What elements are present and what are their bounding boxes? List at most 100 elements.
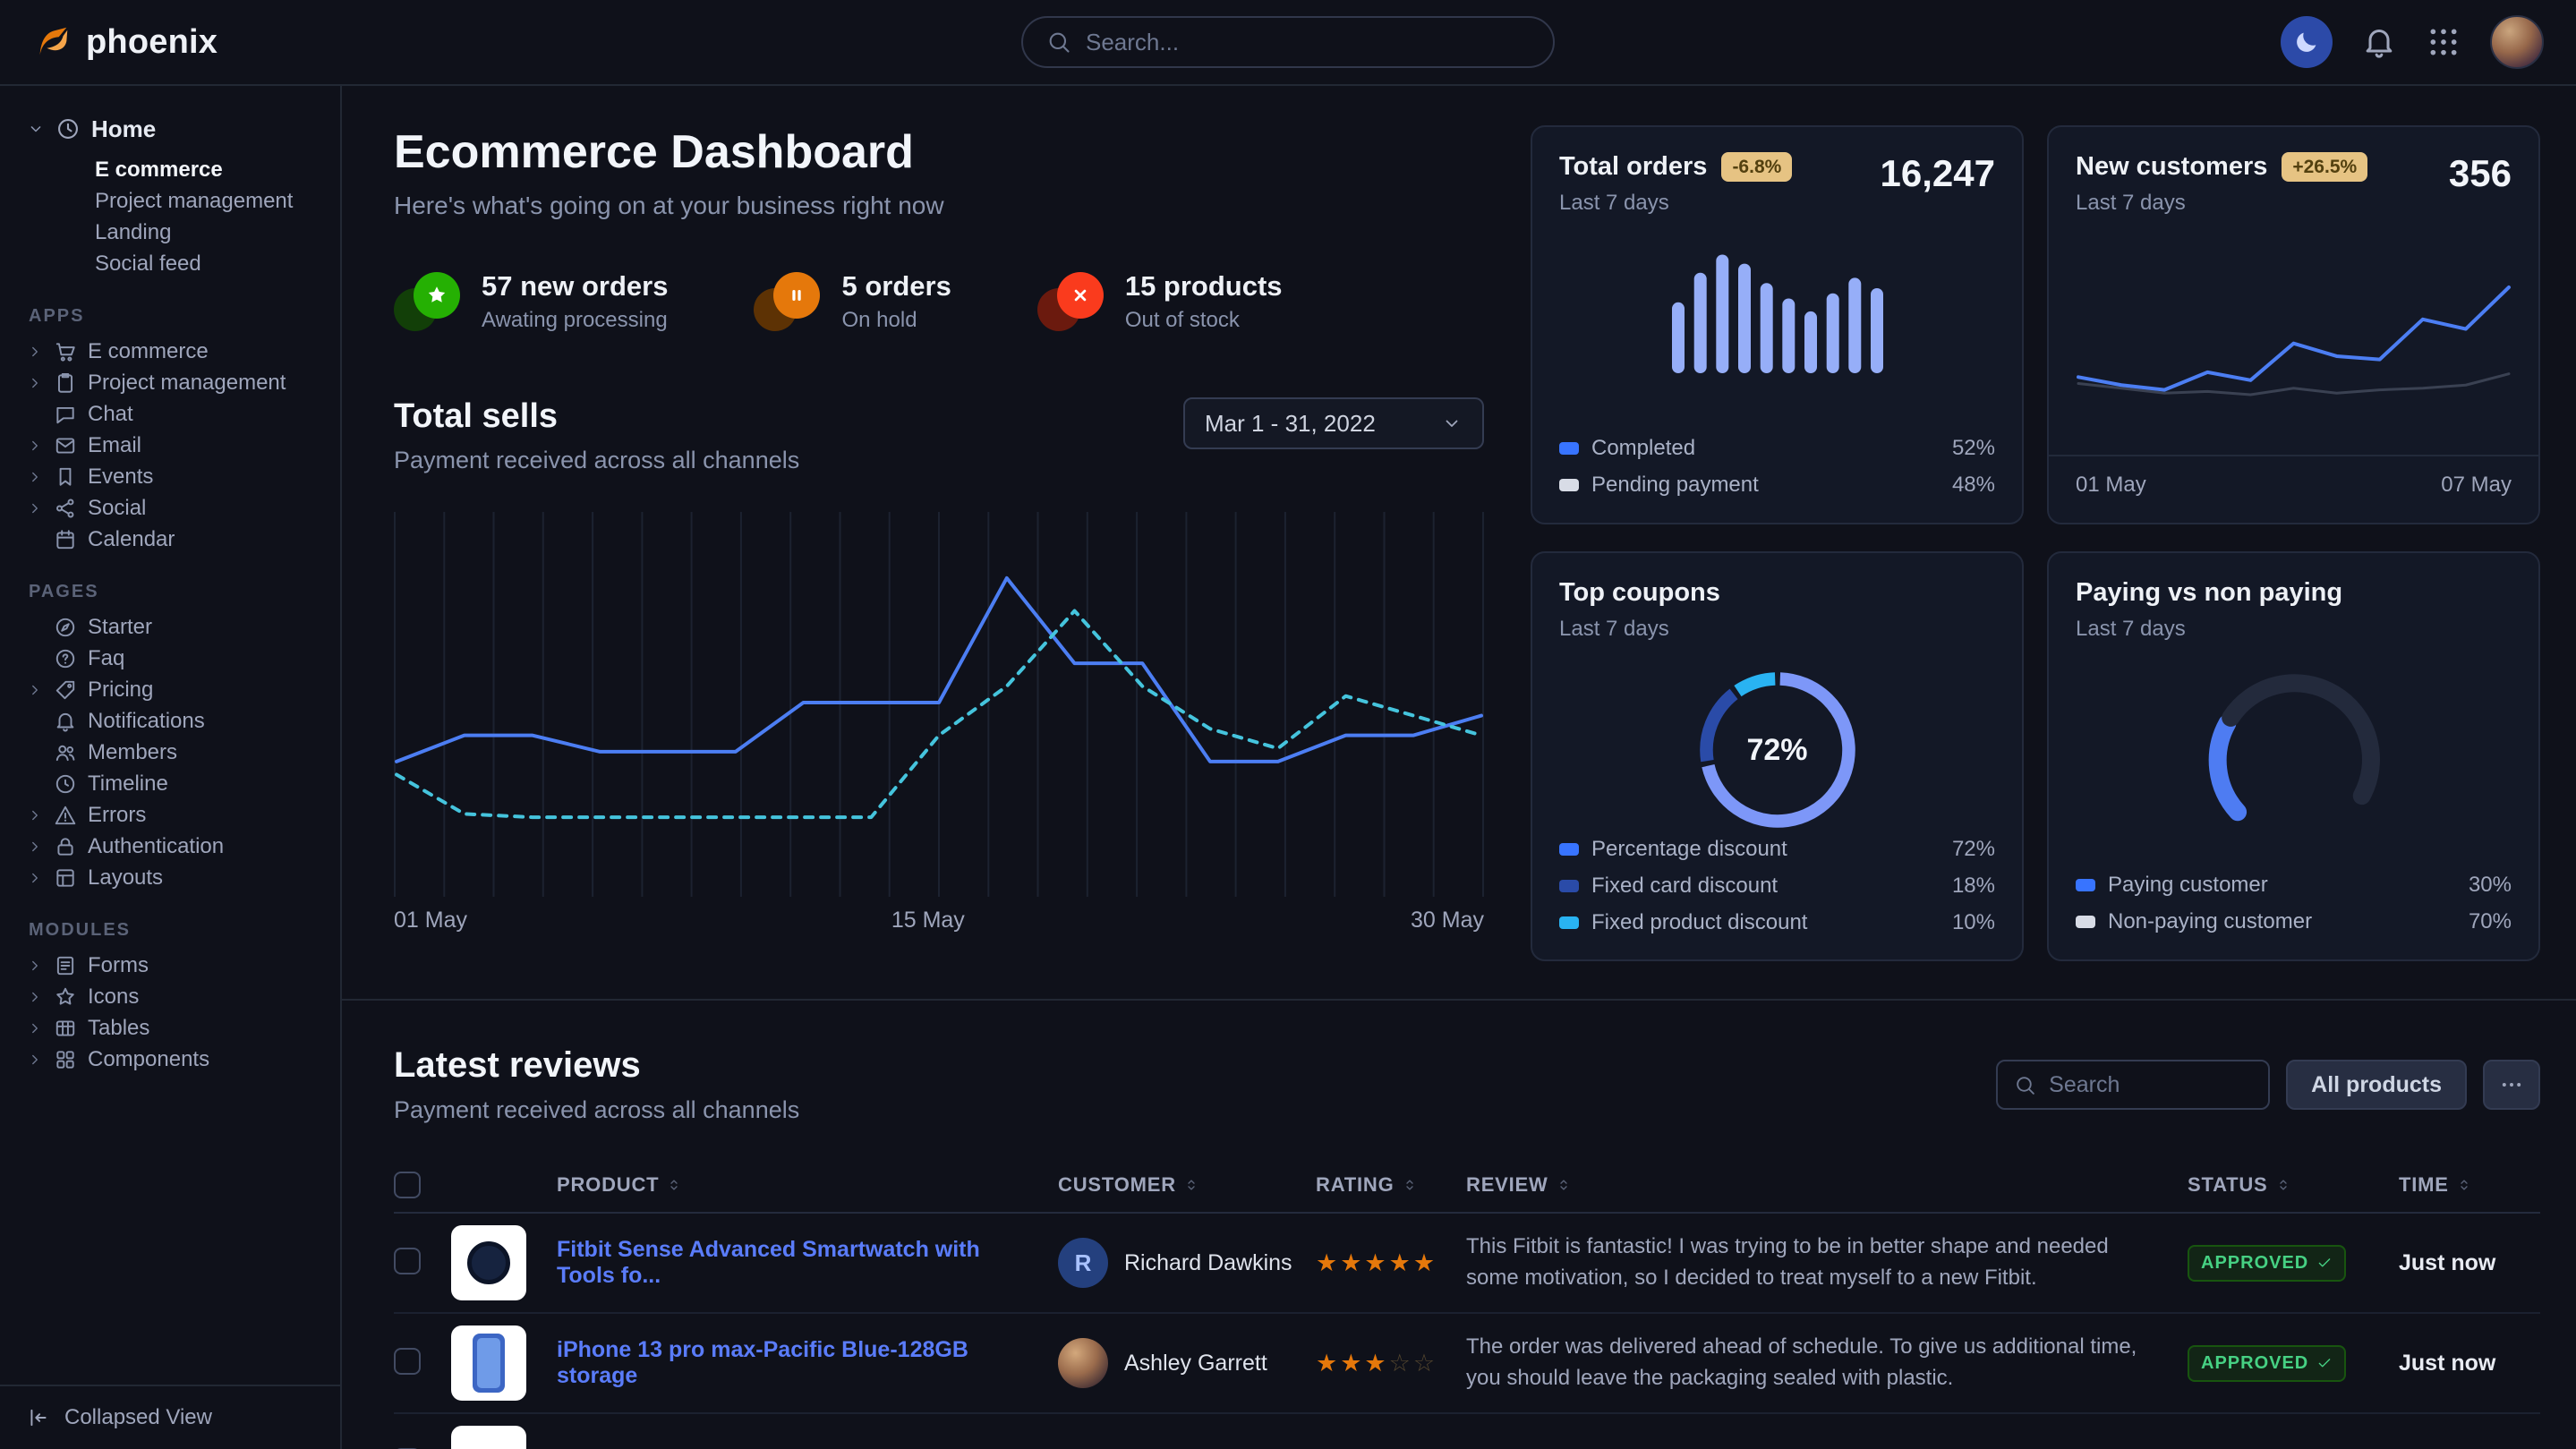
lock-icon bbox=[54, 835, 77, 858]
sidebar-item-e-commerce[interactable]: E commerce bbox=[27, 336, 324, 367]
stat-description: Out of stock bbox=[1125, 308, 1283, 333]
product-thumbnail-phone[interactable] bbox=[451, 1325, 526, 1401]
sidebar-subitem-project-management[interactable]: Project management bbox=[95, 185, 324, 217]
share-icon bbox=[54, 497, 77, 520]
moon-icon bbox=[2293, 29, 2320, 55]
caret-right-icon bbox=[27, 500, 43, 516]
product-link[interactable]: iPhone 13 pro max-Pacific Blue-128GB sto… bbox=[557, 1337, 1058, 1389]
tag-icon bbox=[54, 678, 77, 702]
all-products-button[interactable]: All products bbox=[2286, 1060, 2467, 1110]
sidebar-item-tables[interactable]: Tables bbox=[27, 1012, 324, 1044]
sidebar-item-components[interactable]: Components bbox=[27, 1044, 324, 1075]
caret-right-icon bbox=[27, 870, 43, 886]
row-checkbox[interactable] bbox=[394, 1248, 421, 1274]
sidebar-item-label: Members bbox=[88, 740, 177, 765]
sidebar-subitem-landing[interactable]: Landing bbox=[95, 217, 324, 248]
summary-stat: 15 products Out of stock bbox=[1037, 270, 1283, 333]
customer-avatar[interactable] bbox=[1058, 1338, 1108, 1388]
table-icon bbox=[54, 1017, 77, 1040]
sidebar-item-chat[interactable]: Chat bbox=[27, 398, 324, 430]
more-options-button[interactable] bbox=[2483, 1060, 2540, 1110]
donut-center-value: 72% bbox=[1691, 663, 1864, 837]
reviews-search-input[interactable] bbox=[2049, 1072, 2252, 1098]
new-customers-value: 356 bbox=[2449, 152, 2512, 195]
user-avatar[interactable] bbox=[2490, 15, 2544, 69]
paying-gauge-chart bbox=[2169, 665, 2419, 832]
sidebar-item-pricing[interactable]: Pricing bbox=[27, 674, 324, 705]
theme-toggle-button[interactable] bbox=[2281, 16, 2333, 68]
page-title: Ecommerce Dashboard bbox=[394, 125, 1484, 179]
global-search[interactable] bbox=[1021, 16, 1555, 68]
total-sells-x-axis: 01 May 15 May 30 May bbox=[394, 908, 1484, 938]
x-tick: 15 May bbox=[891, 908, 965, 933]
summary-stat: 57 new orders Awating processing bbox=[394, 270, 668, 333]
table-header: PRODUCTCUSTOMERRATINGREVIEWSTATUSTIME bbox=[394, 1158, 2540, 1214]
cart-icon bbox=[54, 340, 77, 363]
x-tick: 01 May bbox=[2076, 473, 2146, 498]
new-customers-line-chart bbox=[2076, 259, 2512, 439]
review-time: Just now bbox=[2399, 1351, 2495, 1376]
sidebar-item-forms[interactable]: Forms bbox=[27, 950, 324, 981]
app-root: phoenix Home E commerceProject managemen… bbox=[0, 0, 2576, 1449]
sort-icon bbox=[666, 1177, 682, 1193]
sidebar-section-title: MODULES bbox=[29, 920, 324, 941]
sidebar-item-icons[interactable]: Icons bbox=[27, 981, 324, 1012]
total-sells-chart bbox=[394, 512, 1484, 897]
notifications-button[interactable] bbox=[2361, 24, 2397, 60]
brand[interactable]: phoenix bbox=[32, 21, 218, 63]
stat-value: 5 orders bbox=[841, 270, 951, 303]
product-thumbnail-generic[interactable] bbox=[451, 1426, 526, 1449]
sidebar-item-faq[interactable]: Faq bbox=[27, 643, 324, 674]
sidebar-item-authentication[interactable]: Authentication bbox=[27, 831, 324, 862]
date-range-select[interactable]: Mar 1 - 31, 2022 bbox=[1183, 397, 1484, 449]
components-icon bbox=[54, 1048, 77, 1071]
stat-value: 15 products bbox=[1125, 270, 1283, 303]
table-body: Fitbit Sense Advanced Smartwatch with To… bbox=[394, 1214, 2540, 1449]
collapse-icon bbox=[27, 1406, 50, 1429]
product-thumbnail-watch[interactable] bbox=[451, 1225, 526, 1300]
sidebar-item-timeline[interactable]: Timeline bbox=[27, 768, 324, 799]
sidebar-item-project-management[interactable]: Project management bbox=[27, 367, 324, 398]
star-icon bbox=[54, 985, 77, 1009]
collapsed-view-toggle[interactable]: Collapsed View bbox=[0, 1385, 340, 1449]
sidebar-item-layouts[interactable]: Layouts bbox=[27, 862, 324, 893]
home-submenu: E commerceProject managementLandingSocia… bbox=[27, 154, 324, 279]
caret-spacer bbox=[27, 651, 43, 667]
reviews-title: Latest reviews bbox=[394, 1045, 799, 1086]
date-range-value: Mar 1 - 31, 2022 bbox=[1205, 410, 1376, 438]
legend-swatch bbox=[1559, 442, 1579, 455]
sidebar-item-email[interactable]: Email bbox=[27, 430, 324, 461]
column-header-status[interactable]: STATUS bbox=[2188, 1173, 2399, 1197]
sidebar-item-home[interactable]: Home bbox=[27, 109, 324, 149]
global-search-input[interactable] bbox=[1086, 29, 1530, 56]
timeline-icon bbox=[54, 772, 77, 796]
sidebar-item-label: Authentication bbox=[88, 834, 224, 859]
paying-vs-non-paying-card: Paying vs non paying Last 7 days Paying … bbox=[2047, 551, 2540, 961]
row-checkbox[interactable] bbox=[394, 1348, 421, 1375]
sidebar-item-events[interactable]: Events bbox=[27, 461, 324, 492]
rating-stars: ★★★☆☆ bbox=[1316, 1350, 1437, 1377]
product-link[interactable]: Fitbit Sense Advanced Smartwatch with To… bbox=[557, 1237, 1058, 1289]
column-header-time[interactable]: TIME bbox=[2399, 1173, 2540, 1197]
customer-name: Richard Dawkins bbox=[1124, 1250, 1292, 1276]
column-header-review[interactable]: REVIEW bbox=[1466, 1173, 2188, 1197]
apps-grid-button[interactable] bbox=[2426, 24, 2461, 60]
select-all-checkbox[interactable] bbox=[394, 1172, 421, 1198]
legend-item: Fixed card discount 18% bbox=[1559, 874, 1995, 899]
customer-avatar[interactable]: R bbox=[1058, 1238, 1108, 1288]
reviews-search[interactable] bbox=[1996, 1060, 2270, 1110]
top-coupons-card: Top coupons Last 7 days 72% Percentage d… bbox=[1531, 551, 2024, 961]
sidebar-item-starter[interactable]: Starter bbox=[27, 611, 324, 643]
stat-description: On hold bbox=[841, 308, 951, 333]
sidebar-item-social[interactable]: Social bbox=[27, 492, 324, 524]
sidebar-subitem-e-commerce[interactable]: E commerce bbox=[95, 154, 324, 185]
column-header-product[interactable]: PRODUCT bbox=[557, 1173, 1058, 1197]
sidebar-item-members[interactable]: Members bbox=[27, 737, 324, 768]
review-text: This Fitbit is fantastic! I was trying t… bbox=[1466, 1232, 2188, 1294]
column-header-customer[interactable]: CUSTOMER bbox=[1058, 1173, 1316, 1197]
sidebar-item-errors[interactable]: Errors bbox=[27, 799, 324, 831]
sidebar-subitem-social-feed[interactable]: Social feed bbox=[95, 248, 324, 279]
sidebar-item-calendar[interactable]: Calendar bbox=[27, 524, 324, 555]
sidebar-item-notifications[interactable]: Notifications bbox=[27, 705, 324, 737]
column-header-rating[interactable]: RATING bbox=[1316, 1173, 1466, 1197]
